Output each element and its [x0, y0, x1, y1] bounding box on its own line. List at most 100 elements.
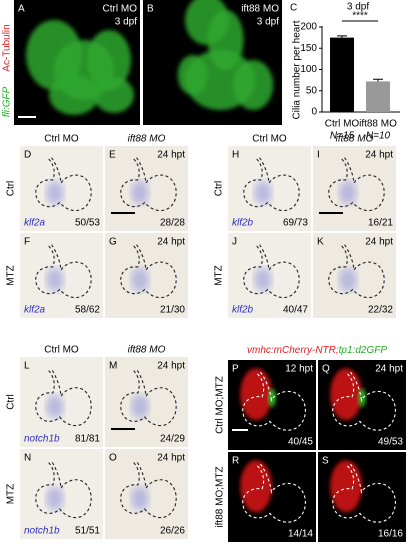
chart-title: 3 dpf — [347, 2, 369, 13]
time-label: 24 hpt — [375, 364, 403, 375]
heart-outline — [36, 158, 91, 211]
error-bar — [337, 35, 347, 38]
count-label: 14/14 — [288, 529, 313, 540]
heart-outline — [121, 245, 176, 298]
heart-outline — [36, 369, 91, 426]
panel-letter: R — [232, 456, 239, 467]
gfp-blob — [87, 30, 131, 90]
reporter-green: tp1:d2GFP — [339, 345, 388, 356]
panel-letter: G — [109, 237, 117, 248]
time-label: 24 hpt — [365, 150, 393, 161]
reporter-red: vmhc:mCherry-NTR; — [247, 345, 339, 356]
mcherry-signal — [330, 460, 363, 513]
column-header: ift88 MO — [128, 345, 166, 356]
panel-letter: S — [322, 456, 329, 467]
panel-letter: D — [24, 150, 31, 161]
dashed-outline — [36, 461, 91, 518]
heart-outline — [36, 461, 91, 518]
panel-letter: P — [232, 364, 239, 375]
bar — [366, 81, 390, 112]
heart-outline — [329, 158, 384, 211]
row-label: ift88 MO;MTZ — [215, 466, 226, 527]
row-label: Ctrl — [214, 181, 225, 197]
heart-outline — [243, 372, 306, 430]
gfp-blob — [177, 55, 208, 95]
gene-label: klf2b — [232, 218, 254, 229]
panel-letter: O — [109, 453, 117, 464]
panel-letter: Q — [322, 364, 330, 375]
heart-outline — [121, 158, 176, 211]
y-tick-label: 200 — [300, 22, 317, 33]
row-label: MTZ — [6, 484, 17, 505]
dashed-outline — [333, 464, 396, 522]
row-label: MTZ — [6, 265, 17, 286]
gene-label: notch1b — [24, 526, 60, 537]
panel-letter: B — [147, 4, 154, 15]
count-label: 50/53 — [75, 218, 100, 229]
count-label: 16/21 — [368, 218, 393, 229]
gfp-blob — [49, 75, 99, 115]
dashed-outline — [121, 245, 176, 298]
column-header: Ctrl MO — [44, 134, 79, 145]
stain — [253, 267, 272, 292]
stain-label: Ac-Tubulin — [2, 24, 13, 71]
time-label: 12 hpt — [285, 364, 313, 375]
count-label: 58/62 — [75, 305, 100, 316]
count-label: 21/30 — [160, 305, 185, 316]
count-label: 81/81 — [75, 434, 100, 445]
panel-letter: H — [232, 150, 239, 161]
y-tick-label: 0 — [311, 107, 317, 118]
dashed-outline — [121, 369, 176, 426]
panel-letter: N — [24, 453, 31, 464]
stain — [45, 486, 64, 511]
dashed-outline — [121, 461, 176, 518]
heart-outline — [121, 369, 176, 426]
row-label: Ctrl — [6, 394, 17, 410]
count-label: 49/53 — [378, 437, 403, 448]
count-label: 28/28 — [160, 218, 185, 229]
heart-outline — [333, 464, 396, 522]
mcherry-signal — [330, 368, 363, 421]
dashed-outline — [121, 158, 176, 211]
panel-letter: J — [232, 237, 237, 248]
panel-letter: C — [290, 3, 297, 14]
stain — [130, 394, 149, 419]
mcherry-signal — [240, 368, 273, 421]
count-label: 16/16 — [378, 529, 403, 540]
reporter-title: vmhc:mCherry-NTR;tp1:d2GFP — [247, 345, 387, 356]
stain-label: fli:GFP — [2, 86, 13, 117]
dashed-outline — [329, 245, 384, 298]
gene-label: notch1b — [24, 434, 60, 445]
dashed-outline — [329, 158, 384, 211]
stain — [130, 267, 149, 292]
axis-title: Cilia number per heart — [292, 20, 303, 119]
column-header: Ctrl MO — [252, 134, 287, 145]
heart-outline — [333, 372, 396, 430]
x-tick-label: ift88 MO — [359, 119, 397, 130]
row-label: Ctrl MO;MTZ — [215, 376, 226, 434]
gfp-blob — [233, 60, 274, 110]
y-tick-label: 50 — [306, 85, 318, 96]
stain — [130, 180, 149, 205]
stain — [253, 180, 272, 205]
y-tick-label: 150 — [300, 43, 317, 54]
panel-letter: K — [317, 237, 324, 248]
gfp-signal — [268, 388, 276, 407]
row-label: Ctrl — [6, 181, 17, 197]
panel-letter: F — [24, 237, 30, 248]
bar — [330, 37, 354, 112]
column-header: ift88 MO — [128, 134, 166, 145]
count-label: 24/29 — [160, 434, 185, 445]
dashed-outline — [36, 158, 91, 211]
heart-outline — [244, 245, 299, 298]
panel-letter: I — [317, 150, 320, 161]
dashed-outline — [36, 245, 91, 298]
time-label: 24 hpt — [157, 453, 185, 464]
error-bar — [373, 78, 383, 82]
dashed-outline — [243, 372, 306, 430]
y-tick-label: 100 — [300, 64, 317, 75]
green-signal — [26, 20, 134, 115]
count-label: 26/26 — [160, 526, 185, 537]
column-header: Ctrl MO — [44, 345, 79, 356]
